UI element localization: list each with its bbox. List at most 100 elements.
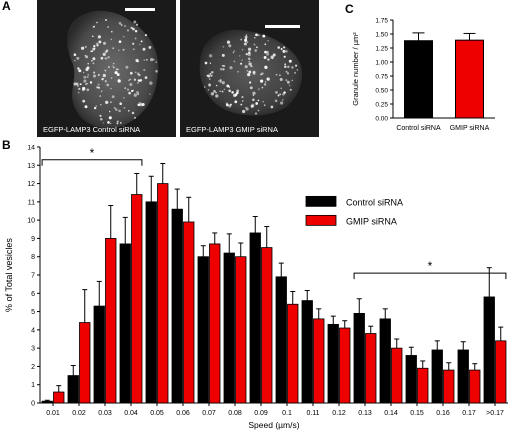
y-tick-label: 0.50 bbox=[375, 88, 388, 95]
vesicle-dot bbox=[132, 27, 135, 31]
bar-control-16 bbox=[457, 349, 469, 404]
vesicle-dot bbox=[96, 85, 99, 89]
y-tick-label: 7 bbox=[31, 273, 35, 280]
vesicle-dot bbox=[93, 71, 96, 74]
vesicle-dot bbox=[91, 60, 93, 62]
vesicle-dot bbox=[77, 67, 80, 70]
vesicle-dot bbox=[91, 50, 94, 53]
bar-control-6 bbox=[197, 256, 209, 404]
vesicle-dot bbox=[225, 102, 229, 105]
vesicle-dot bbox=[262, 100, 264, 103]
y-tick-label: 1 bbox=[31, 382, 35, 389]
vesicle-dot bbox=[128, 91, 131, 95]
x-tick-label: 0.07 bbox=[202, 410, 216, 417]
vesicle-dot bbox=[98, 40, 102, 44]
vesicle-dot bbox=[110, 87, 112, 90]
bar-control-12 bbox=[353, 312, 365, 404]
vesicle-dot bbox=[85, 55, 89, 59]
vesicle-dot bbox=[106, 83, 110, 87]
vesicle-dot bbox=[283, 55, 286, 58]
vesicle-dot bbox=[285, 79, 288, 82]
vesicle-dot bbox=[136, 90, 139, 94]
vesicle-dot bbox=[102, 52, 106, 57]
vesicle-dot bbox=[117, 79, 121, 83]
vesicle-dot bbox=[109, 101, 112, 104]
vesicle-dot bbox=[98, 86, 100, 89]
vesicle-dot bbox=[118, 109, 121, 113]
vesicle-dot bbox=[272, 53, 276, 57]
vesicle-dot bbox=[92, 62, 95, 65]
x-tick-label: 0.09 bbox=[254, 410, 268, 417]
y-tick-label: 3 bbox=[31, 346, 35, 353]
vesicle-dot bbox=[248, 70, 252, 74]
vesicle-dot bbox=[133, 116, 137, 119]
vesicle-dot bbox=[137, 103, 141, 107]
vesicle-dot bbox=[240, 103, 243, 106]
vesicle-dot bbox=[119, 121, 122, 124]
y-tick-label: 5 bbox=[31, 309, 35, 316]
vesicle-dot bbox=[155, 61, 158, 64]
vesicle-dot bbox=[122, 48, 125, 51]
vesicle-dot bbox=[231, 91, 234, 94]
bar-control-4 bbox=[145, 201, 157, 404]
vesicle-dot bbox=[215, 94, 219, 98]
vesicle-dot bbox=[213, 90, 216, 93]
vesicle-dot bbox=[78, 69, 82, 73]
vesicle-dot bbox=[277, 94, 280, 97]
vesicle-dot bbox=[218, 80, 220, 82]
y-axis-label: Granule number / µm² bbox=[351, 32, 360, 106]
vesicle-dot bbox=[143, 59, 145, 61]
vesicle-dot bbox=[252, 70, 256, 74]
vesicle-dot bbox=[77, 91, 80, 94]
vesicle-dot bbox=[129, 71, 133, 75]
vesicle-dot bbox=[110, 77, 113, 79]
vesicle-dot bbox=[116, 120, 119, 123]
vesicle-dot bbox=[264, 50, 267, 54]
x-tick-label: GMIP siRNA bbox=[450, 125, 490, 132]
vesicle-dot bbox=[219, 80, 222, 83]
vesicle-dot bbox=[281, 99, 284, 101]
vesicle-dot bbox=[246, 41, 249, 43]
vesicle-dot bbox=[115, 68, 118, 71]
x-tick-label: Control siRNA bbox=[396, 125, 441, 132]
vesicle-dot bbox=[280, 101, 284, 105]
vesicle-dot bbox=[149, 81, 153, 85]
y-tick-label: 13 bbox=[27, 163, 35, 170]
vesicle-dot bbox=[245, 107, 249, 111]
vesicle-dot bbox=[100, 118, 103, 121]
vesicle-dot bbox=[118, 49, 120, 52]
vesicle-dot bbox=[280, 87, 283, 90]
vesicle-dot bbox=[135, 23, 139, 26]
vesicle-dot bbox=[275, 73, 278, 76]
vesicle-dot bbox=[237, 70, 239, 73]
vesicle-dot bbox=[226, 84, 230, 88]
vesicle-dot bbox=[243, 42, 247, 46]
bar-gmip-13 bbox=[391, 347, 403, 404]
micrograph-gmip: EGFP-LAMP3 GMIP siRNA bbox=[180, 0, 319, 137]
vesicle-dot bbox=[83, 79, 87, 83]
bar-gmip-4 bbox=[157, 183, 169, 404]
y-tick-label: 1.50 bbox=[375, 32, 388, 39]
bar-gmip-12 bbox=[365, 333, 377, 404]
vesicle-dot bbox=[286, 80, 290, 84]
bar-gmip-9 bbox=[287, 303, 299, 404]
vesicle-dot bbox=[74, 59, 76, 62]
vesicle-dot bbox=[134, 29, 138, 33]
vesicle-dot bbox=[90, 50, 92, 52]
bar-gmip-1 bbox=[79, 322, 91, 404]
vesicle-dot bbox=[223, 88, 226, 91]
bar-control-14 bbox=[405, 355, 417, 404]
vesicle-dot bbox=[96, 87, 98, 89]
vesicle-dot bbox=[257, 109, 260, 112]
vesicle-dot bbox=[266, 51, 269, 53]
x-tick-label: 0.06 bbox=[176, 410, 190, 417]
vesicle-dot bbox=[234, 93, 238, 97]
vesicle-dot bbox=[244, 35, 248, 39]
vesicle-dot bbox=[113, 66, 115, 69]
bar-control-8 bbox=[249, 232, 261, 404]
vesicle-dot bbox=[105, 19, 107, 21]
vesicle-dot bbox=[86, 88, 90, 92]
x-tick-label: 0.04 bbox=[124, 410, 138, 417]
vesicle-dot bbox=[288, 84, 291, 87]
bar-gmip-11 bbox=[339, 327, 351, 404]
